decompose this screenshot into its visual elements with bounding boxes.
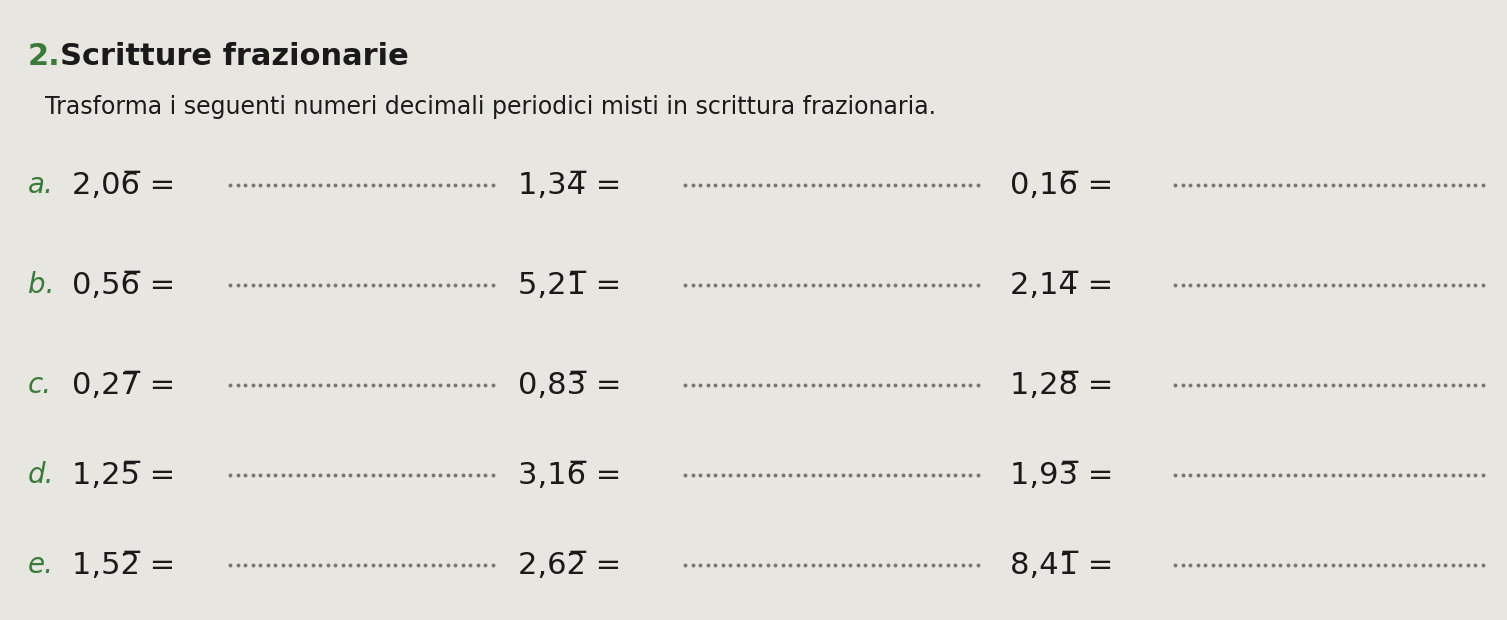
Text: 1,28̅ =: 1,28̅ = <box>1010 371 1114 399</box>
Text: d.: d. <box>29 461 54 489</box>
Text: 5,21̅ =: 5,21̅ = <box>518 270 621 299</box>
Text: 3,16̅ =: 3,16̅ = <box>518 461 621 490</box>
Text: 2,06̅ =: 2,06̅ = <box>72 170 175 200</box>
Text: 0,56̅ =: 0,56̅ = <box>72 270 175 299</box>
Text: 2.: 2. <box>29 42 60 71</box>
Text: e.: e. <box>29 551 54 579</box>
Text: 0,83̅ =: 0,83̅ = <box>518 371 621 399</box>
Text: 1,52̅ =: 1,52̅ = <box>72 551 175 580</box>
Text: c.: c. <box>29 371 53 399</box>
Text: 1,25̅ =: 1,25̅ = <box>72 461 175 490</box>
Text: 1,34̅ =: 1,34̅ = <box>518 170 621 200</box>
Text: a.: a. <box>29 171 54 199</box>
Text: 1,93̅ =: 1,93̅ = <box>1010 461 1114 490</box>
Text: Trasforma i seguenti numeri decimali periodici misti in scrittura frazionaria.: Trasforma i seguenti numeri decimali per… <box>45 95 936 119</box>
Text: 0,27̅ =: 0,27̅ = <box>72 371 175 399</box>
Text: b.: b. <box>29 271 54 299</box>
Text: 0,16̅ =: 0,16̅ = <box>1010 170 1114 200</box>
Text: Scritture frazionarie: Scritture frazionarie <box>60 42 408 71</box>
Text: 2,62̅ =: 2,62̅ = <box>518 551 621 580</box>
Text: 2,14̅ =: 2,14̅ = <box>1010 270 1114 299</box>
Text: 8,41̅ =: 8,41̅ = <box>1010 551 1114 580</box>
